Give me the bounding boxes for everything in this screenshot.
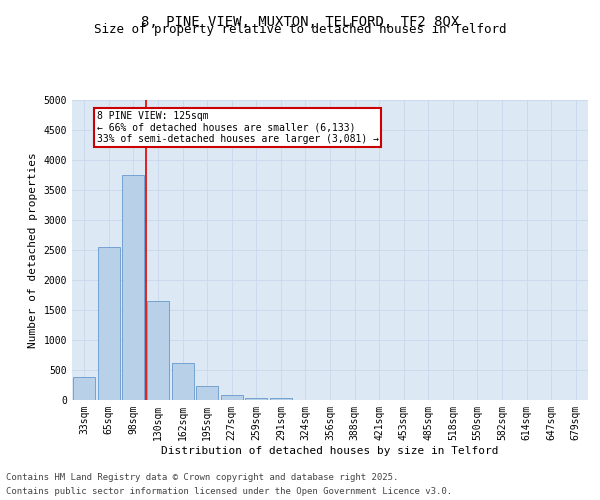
Bar	[98, 247, 120, 400]
Text: 8, PINE VIEW, MUXTON, TELFORD, TF2 8QX: 8, PINE VIEW, MUXTON, TELFORD, TF2 8QX	[141, 15, 459, 29]
Bar	[196, 386, 218, 400]
Text: Contains public sector information licensed under the Open Government Licence v3: Contains public sector information licen…	[6, 487, 452, 496]
Text: Contains HM Land Registry data © Crown copyright and database right 2025.: Contains HM Land Registry data © Crown c…	[6, 474, 398, 482]
Bar	[245, 398, 268, 400]
Text: Size of property relative to detached houses in Telford: Size of property relative to detached ho…	[94, 22, 506, 36]
Bar	[73, 377, 95, 400]
X-axis label: Distribution of detached houses by size in Telford: Distribution of detached houses by size …	[161, 446, 499, 456]
Bar	[122, 175, 145, 400]
Bar	[221, 394, 243, 400]
Y-axis label: Number of detached properties: Number of detached properties	[28, 152, 38, 348]
Text: 8 PINE VIEW: 125sqm
← 66% of detached houses are smaller (6,133)
33% of semi-det: 8 PINE VIEW: 125sqm ← 66% of detached ho…	[97, 111, 379, 144]
Bar	[270, 398, 292, 400]
Bar	[172, 363, 194, 400]
Bar	[147, 301, 169, 400]
